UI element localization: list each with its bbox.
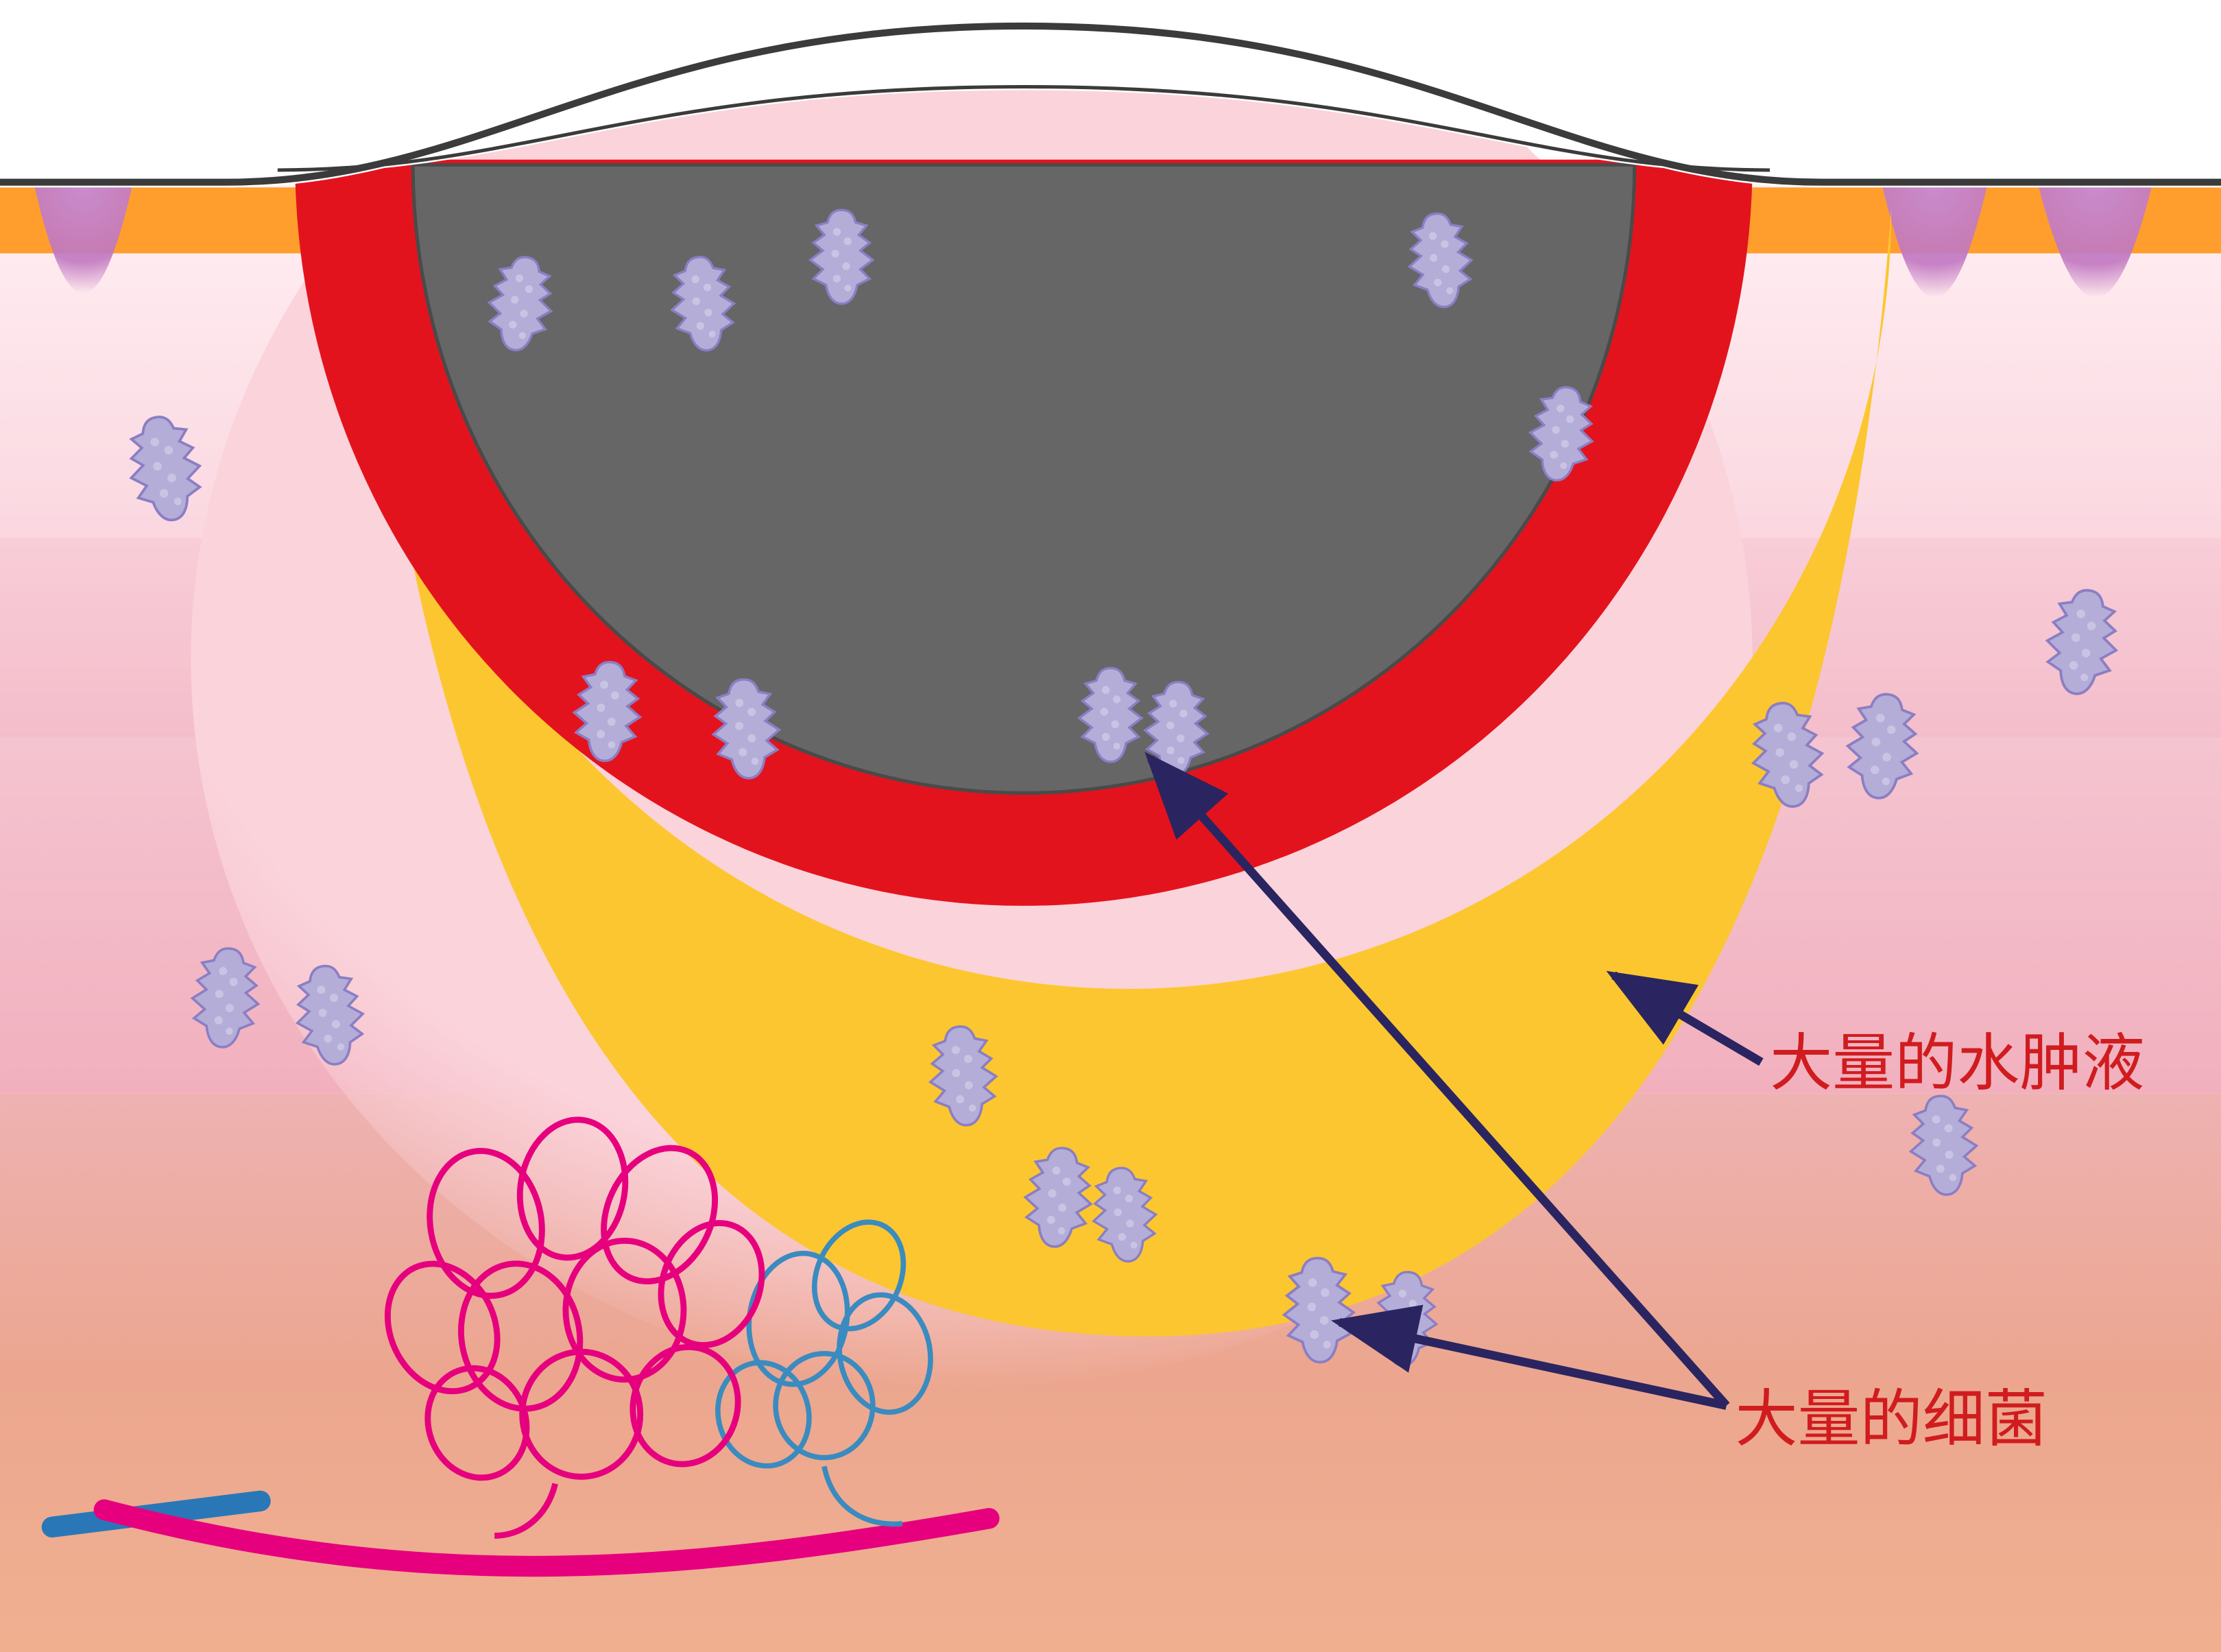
label-bacteria: 大量的细菌 — [1735, 1385, 2047, 1454]
label-edema: 大量的水肿液 — [1770, 1029, 2144, 1099]
medical-diagram: 大量的水肿液 大量的细菌 — [0, 0, 2221, 1652]
